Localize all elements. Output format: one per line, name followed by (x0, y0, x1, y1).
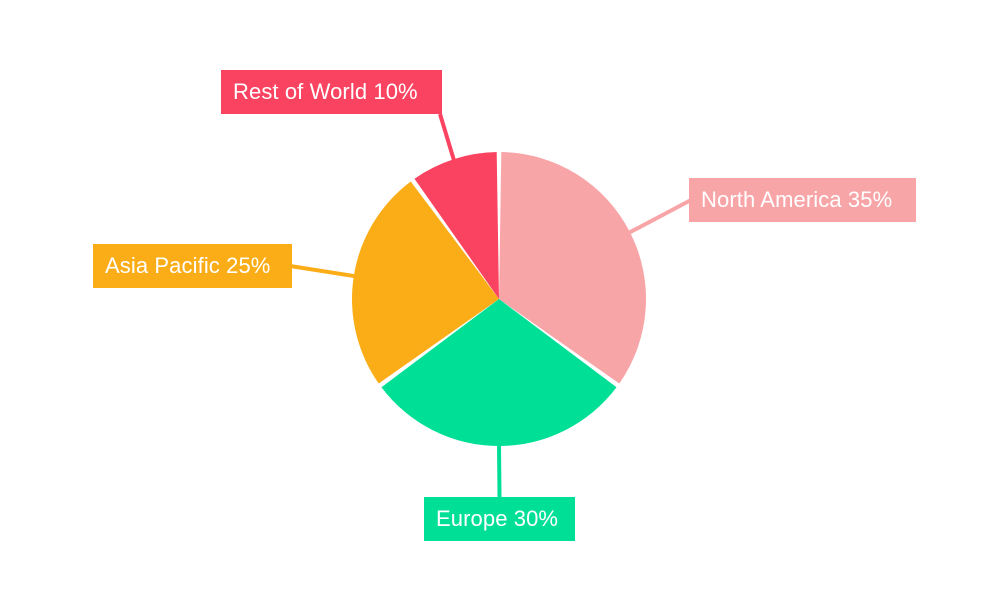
slice-label-asia-pacific[interactable]: Asia Pacific 25% (93, 244, 292, 288)
slice-label-text: Europe 30% (436, 506, 559, 531)
slice-label-europe[interactable]: Europe 30% (424, 497, 575, 541)
leader-line-europe (497, 443, 502, 498)
pie-slice-europe[interactable] (381, 299, 617, 446)
slice-label-rest-of-world[interactable]: Rest of World 10% (221, 70, 442, 114)
slice-label-text: Rest of World 10% (233, 79, 418, 104)
leader-line-asia-pacific (289, 264, 357, 279)
slice-label-text: Asia Pacific 25% (105, 253, 271, 278)
leader-line-north-america (627, 198, 692, 235)
slice-label-text: North America 35% (701, 187, 893, 212)
pie-slices (351, 152, 647, 446)
pie-slice-rest-of-world[interactable] (414, 152, 499, 299)
pie-slice-north-america[interactable] (499, 152, 647, 384)
slice-label-north-america[interactable]: North America 35% (689, 178, 916, 222)
leader-lines (289, 113, 692, 498)
pie-slice-asia-pacific[interactable] (351, 181, 499, 384)
leader-line-rest-of-world (438, 113, 457, 162)
